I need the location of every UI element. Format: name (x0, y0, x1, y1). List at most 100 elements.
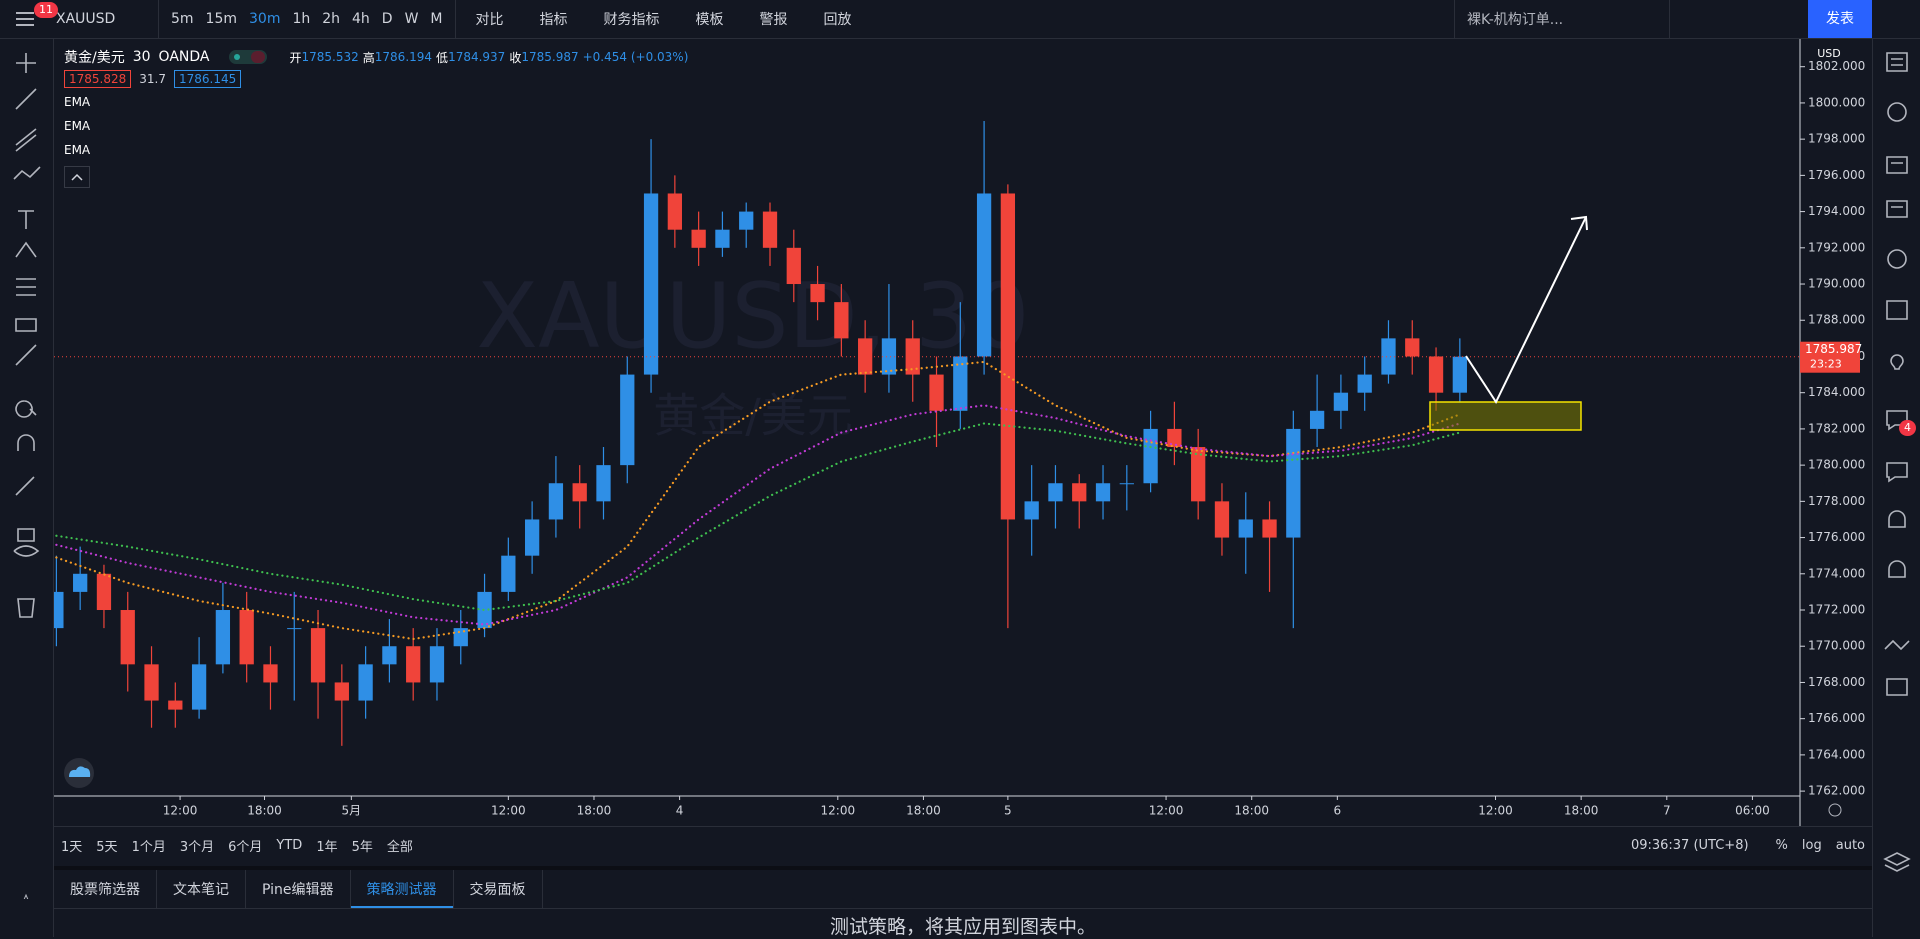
interval-button[interactable]: 15m (205, 11, 237, 27)
y-tick-label: 1766.000 (1808, 711, 1865, 725)
candle-body (1143, 428, 1158, 484)
toolbar-buttons: 对比 指标 财务指标 模板 警报 回放 (462, 9, 874, 29)
range-button[interactable]: 5天 (96, 839, 118, 855)
panel-tab[interactable]: 文本笔记 (157, 870, 246, 908)
y-tick-label: 1768.000 (1808, 675, 1865, 689)
indicators: EMA EMA EMA (64, 90, 696, 162)
interval-button[interactable]: 30m (249, 11, 281, 27)
intervals: 5m 15m 30m 1h 2h 4h D W M (165, 11, 449, 27)
ohlc-label: 低 (436, 50, 449, 65)
candle-body (643, 193, 659, 375)
toolbar-button[interactable]: 回放 (823, 12, 852, 28)
indicator-label: EMA (64, 119, 91, 133)
range-button[interactable]: 1天 (61, 839, 83, 855)
toolbar-button[interactable]: 警报 (759, 12, 788, 28)
interval-button[interactable]: W (404, 11, 419, 27)
range-button[interactable]: 5年 (351, 839, 373, 855)
candle-body (715, 229, 730, 248)
panel-tab[interactable]: 股票筛选器 (54, 870, 157, 908)
panel-tab[interactable]: Pine编辑器 (246, 870, 351, 908)
countdown: 23:23 (1810, 358, 1842, 371)
candle-body (1000, 193, 1016, 520)
y-tick-label: 1770.000 (1808, 639, 1865, 653)
candle-body (691, 229, 706, 248)
collapse-button[interactable] (64, 166, 90, 188)
candle-body (120, 610, 135, 665)
candle-body (1309, 410, 1325, 429)
toolbar-button[interactable]: 指标 (539, 12, 568, 28)
tool-icons (13, 53, 41, 915)
x-tick-label: 18:00 (1234, 804, 1269, 818)
sidebar-icons (1883, 52, 1911, 872)
candle-body (501, 555, 516, 592)
x-tick-label: 12:00 (1478, 804, 1513, 818)
candle-body (1095, 483, 1111, 502)
candle-body (1119, 483, 1134, 485)
y-tick-label: 1792.000 (1808, 240, 1865, 254)
watermark: 黄金/美元 (653, 389, 853, 443)
panel-tab[interactable]: 交易面板 (454, 870, 543, 908)
candle-body (548, 483, 564, 520)
x-tick-label: 6 (1334, 804, 1342, 818)
candle-body (239, 610, 254, 665)
candle-body (1286, 428, 1301, 538)
interval-button[interactable]: 1h (292, 11, 311, 27)
toolbar-button[interactable]: 财务指标 (603, 12, 660, 28)
candle-body (739, 211, 754, 230)
panel-tab[interactable]: 策略测试器 (351, 870, 454, 908)
range-button[interactable]: 1年 (316, 839, 338, 855)
scale-option[interactable]: log (1801, 837, 1822, 853)
candle-body (215, 610, 231, 665)
range-button[interactable]: 全部 (386, 839, 413, 855)
candle-body (1381, 338, 1396, 375)
right-sidebar: 4 (1872, 39, 1920, 937)
ohlc-value: 1784.937 (448, 50, 506, 64)
interval-button[interactable]: 4h (352, 11, 370, 27)
toolbar-button[interactable]: 对比 (475, 12, 504, 28)
candle-body (382, 646, 397, 665)
candle-body (358, 664, 373, 701)
x-tick-label: 5 (1004, 804, 1012, 818)
candle-body (1333, 392, 1349, 411)
interval-button[interactable]: 5m (171, 11, 194, 27)
candle-body (1452, 356, 1467, 393)
y-tick-label: 1784.000 (1808, 385, 1865, 399)
legend: 黄金/美元 30 OANDA 开 1785.532 高 1786.194 低 1784.9… (64, 46, 696, 192)
menu-icon[interactable] (0, 0, 50, 38)
range-button[interactable]: 6个月 (228, 839, 263, 855)
ema-line (55, 404, 1461, 626)
range-button[interactable]: YTD (276, 837, 303, 853)
scale-option[interactable]: auto (1835, 837, 1865, 853)
x-tick-label: 18:00 (247, 804, 282, 818)
symbol[interactable]: XAUUSD (56, 11, 116, 27)
indicator-label: EMA (64, 143, 91, 157)
candle-body (168, 700, 183, 710)
x-tick-label: 12:00 (1149, 804, 1184, 818)
interval-button[interactable]: D (381, 11, 393, 27)
ema-line (55, 422, 1461, 612)
indicator-label: EMA (64, 95, 91, 109)
candle-body (334, 682, 349, 701)
candle-body (54, 591, 64, 629)
toolbar-button[interactable]: 模板 (695, 12, 724, 28)
settings-icon[interactable] (1828, 803, 1842, 817)
candle-body (1072, 483, 1087, 502)
scale-option[interactable]: % (1775, 837, 1788, 853)
candle-body (1167, 428, 1182, 448)
panel-message: 测试策略，将其应用到图表中。 (829, 916, 1096, 938)
price-axis-bg (1800, 39, 1872, 826)
range-button[interactable]: 3个月 (179, 839, 215, 855)
projection-arrow (1465, 216, 1587, 405)
interval-button[interactable]: 2h (322, 11, 341, 27)
template-name[interactable]: 裸K-机构订单... (1467, 12, 1564, 28)
status-toggle[interactable] (229, 49, 269, 65)
range-button[interactable]: 1个月 (131, 839, 166, 855)
interval-button[interactable]: M (430, 11, 443, 27)
y-tick-label: 1764.000 (1808, 747, 1865, 761)
ohlc-label: 收 (509, 50, 522, 65)
ohlc-value: 1785.987 (521, 50, 579, 64)
candle-body (572, 483, 587, 502)
publish-button[interactable]: 发表 (1808, 0, 1872, 38)
y-tick-label: 1782.000 (1808, 421, 1865, 435)
y-tick-label: 1798.000 (1808, 132, 1865, 146)
